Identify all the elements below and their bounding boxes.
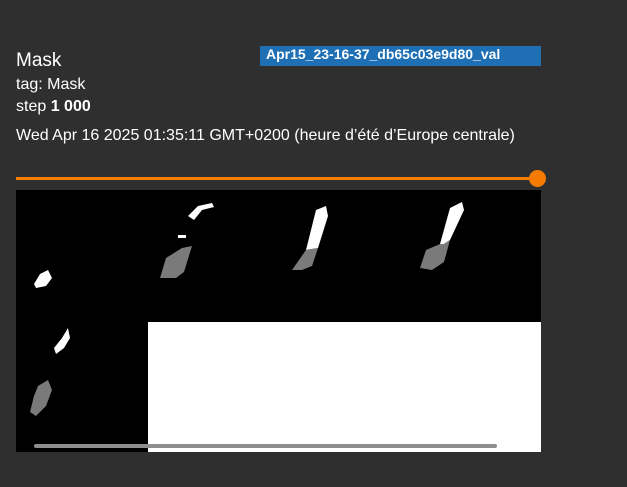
mask-streak-4 xyxy=(440,202,464,244)
mask-image-grid xyxy=(16,190,541,452)
horizontal-scrollbar[interactable] xyxy=(34,444,497,448)
step-label: step xyxy=(16,98,47,115)
prediction-blob-3 xyxy=(292,248,318,270)
step-line: step 1 000 xyxy=(16,97,91,116)
timestamp: Wed Apr 16 2025 01:35:11 GMT+0200 (heure… xyxy=(16,127,515,144)
mask-blob-1 xyxy=(34,270,52,288)
prediction-blob-5 xyxy=(30,380,52,416)
empty-tile xyxy=(148,322,541,452)
tag-label: tag: xyxy=(16,76,43,93)
run-name-badge: Apr15_23-16-37_db65c03e9d80_val xyxy=(260,46,541,66)
card-title: Mask xyxy=(16,50,62,71)
slider-fill xyxy=(16,177,537,180)
tag-value: Mask xyxy=(47,76,86,93)
mask-dot-2 xyxy=(178,235,186,238)
mask-streak-3 xyxy=(306,206,328,250)
step-value: 1 000 xyxy=(50,98,91,115)
prediction-blob-4 xyxy=(420,240,450,270)
prediction-blob-2 xyxy=(160,246,192,278)
mask-streak-2 xyxy=(188,203,214,220)
mask-image xyxy=(16,190,541,452)
step-slider[interactable] xyxy=(16,170,546,187)
slider-thumb[interactable] xyxy=(529,170,546,187)
tag-line: tag: Mask xyxy=(16,75,85,94)
mask-streak-5 xyxy=(54,328,70,354)
